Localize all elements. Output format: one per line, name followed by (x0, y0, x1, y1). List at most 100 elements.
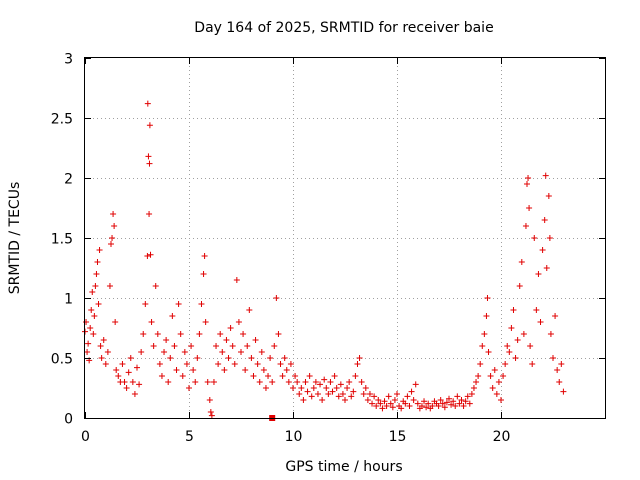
data-point (161, 349, 168, 355)
data-point (304, 388, 311, 395)
data-point (556, 379, 563, 385)
data-point (206, 397, 213, 403)
data-point (252, 337, 259, 343)
data-point (377, 400, 384, 407)
data-point (144, 100, 151, 107)
data-point (335, 393, 342, 400)
data-point (360, 391, 367, 397)
data-point (231, 361, 238, 367)
data-point (244, 343, 251, 349)
data-point (362, 385, 369, 391)
data-point (140, 331, 147, 337)
data-point (290, 385, 296, 391)
x-tick-label: 20 (493, 429, 511, 445)
data-point (204, 379, 211, 385)
data-point (325, 391, 332, 397)
data-point (452, 403, 459, 409)
data-point (462, 398, 469, 405)
data-point (200, 271, 207, 277)
data-point (443, 399, 450, 406)
data-point (97, 343, 104, 349)
data-point (121, 379, 128, 385)
data-point (115, 373, 122, 379)
data-point (358, 379, 365, 385)
data-point (535, 271, 542, 277)
data-point (148, 319, 155, 325)
data-point (147, 251, 154, 258)
data-points (82, 100, 567, 421)
data-point (504, 343, 511, 349)
data-point (552, 313, 559, 319)
data-point (429, 403, 436, 409)
data-point (158, 373, 165, 379)
data-point (546, 235, 553, 241)
data-point (91, 313, 98, 319)
data-point (173, 367, 180, 373)
data-point (344, 385, 351, 391)
data-point (323, 385, 330, 391)
data-point (92, 283, 99, 289)
data-point (458, 397, 465, 403)
y-axis-label: SRMTID / TECUs (7, 182, 23, 295)
data-point (271, 343, 278, 349)
data-point (238, 349, 244, 355)
plot-frame (84, 57, 606, 419)
data-point (520, 331, 527, 337)
data-point (510, 307, 517, 313)
data-point (526, 205, 533, 211)
data-point (300, 397, 307, 403)
data-point (456, 400, 463, 407)
data-point (102, 361, 109, 367)
data-point (531, 235, 538, 241)
data-point (150, 343, 157, 349)
data-point (533, 307, 540, 313)
data-point (354, 361, 361, 367)
data-point (186, 385, 192, 391)
data-point (498, 397, 504, 403)
axis-ticks (85, 58, 605, 419)
data-point (364, 397, 371, 403)
data-point (279, 373, 286, 379)
data-point (267, 355, 274, 361)
data-point (394, 391, 400, 397)
data-point (129, 379, 136, 385)
data-point (418, 403, 425, 409)
data-point (470, 385, 477, 391)
data-point (495, 379, 502, 385)
y-tick-label: 0.5 (51, 352, 73, 368)
data-point (356, 355, 363, 361)
data-point (425, 400, 432, 407)
data-point (337, 381, 344, 388)
data-point (339, 391, 346, 397)
data-point (258, 349, 265, 355)
data-point (254, 361, 261, 367)
data-point (210, 379, 217, 385)
data-point (481, 331, 488, 337)
data-point (541, 217, 548, 223)
data-point (113, 367, 120, 373)
data-point (292, 373, 299, 379)
y-tick-label: 0 (64, 412, 73, 428)
data-point (435, 403, 442, 409)
data-point (242, 367, 249, 373)
data-point (221, 367, 228, 373)
data-point (333, 385, 340, 391)
data-point (260, 367, 267, 373)
data-point (381, 398, 388, 405)
data-point (201, 253, 208, 259)
data-point (146, 211, 153, 217)
data-point (308, 393, 315, 400)
data-point (437, 397, 444, 403)
data-point (375, 397, 382, 403)
data-point (213, 343, 220, 349)
data-point (527, 343, 534, 349)
x-tick-label: 0 (81, 429, 90, 445)
data-point (389, 404, 396, 411)
data-point (547, 331, 554, 337)
data-point (314, 391, 321, 397)
data-point (350, 388, 357, 395)
data-point (131, 391, 138, 397)
data-point (84, 349, 91, 355)
data-point (412, 381, 419, 388)
